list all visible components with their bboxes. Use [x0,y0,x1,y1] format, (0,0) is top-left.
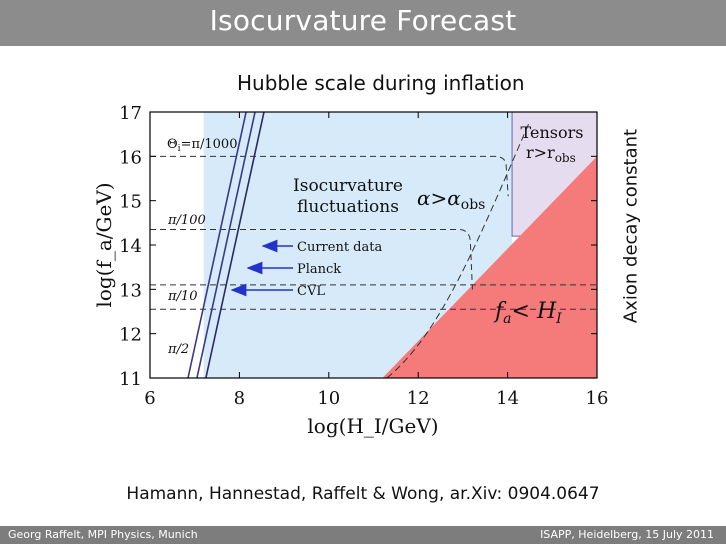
tensors-sub: obs [555,151,576,165]
footer-author: Georg Raffelt, MPI Physics, Munich [8,528,198,541]
citation: Hamann, Hannestad, Raffelt & Wong, ar.Xi… [126,484,600,504]
alpha-sub: obs [461,197,486,213]
alpha-main: α>α [417,186,461,210]
y-tick-label: 13 [119,280,142,301]
fa-rest-sub: I [555,311,562,327]
tensors-label-1: Tensors [521,123,584,142]
theta-line-0 [150,155,509,197]
x-tick-label: 10 [317,388,340,409]
theta-label-100: π/100 [167,213,206,228]
x-axis-title: log(H_I/GeV) [307,414,438,438]
cvl-label: CVL [297,284,325,299]
fa-less-than-hi-region [382,156,597,378]
slide-title: Isocurvature Forecast [209,4,517,37]
iso-label-1: Isocurvature [293,176,403,196]
y-tick-label: 15 [119,192,142,213]
footer-bar: Georg Raffelt, MPI Physics, Munich ISAPP… [0,526,726,544]
current-data-label: Current data [297,240,382,255]
theta-label-1000: Θi=π/1000 [167,137,237,154]
y-tick-label: 17 [119,103,142,124]
iso-label-2: fluctuations [297,197,399,217]
theta-rest: =π/1000 [181,137,238,152]
tensors-label-2: r>robs [526,143,576,165]
x-tick-label: 6 [144,388,155,409]
y-tick-label: 14 [119,236,142,257]
tensors-main: r>r [526,143,555,162]
x-tick-label: 16 [586,388,609,409]
y-axis-title: log(f_a/GeV) [92,182,116,307]
x-tick-label: 14 [496,388,519,409]
x-tick-label: 12 [407,388,430,409]
theta-label-10: π/10 [167,289,197,304]
fa-sub: a [503,311,511,327]
alpha-boundary-line [386,120,531,378]
y-tick-label: 11 [119,369,142,390]
subtitle: Hubble scale during inflation [237,71,525,95]
y-tick-label: 16 [119,147,142,168]
constraint-line-planck [196,112,256,378]
alpha-label: α>αobs [417,186,485,213]
fa-rest: < H [512,299,557,324]
theta-label-2: π/2 [167,342,189,357]
footer-event: ISAPP, Heidelberg, 15 July 2011 [540,528,714,541]
x-tick-label: 8 [234,388,245,409]
theta-main: Θ [167,137,178,152]
constraint-line-cvl [187,112,247,378]
planck-label: Planck [297,262,341,277]
title-bar: Isocurvature Forecast [0,0,726,46]
theta-sub: i [178,144,181,154]
constraint-line-current-data [205,112,265,378]
y-tick-label: 12 [119,325,142,346]
